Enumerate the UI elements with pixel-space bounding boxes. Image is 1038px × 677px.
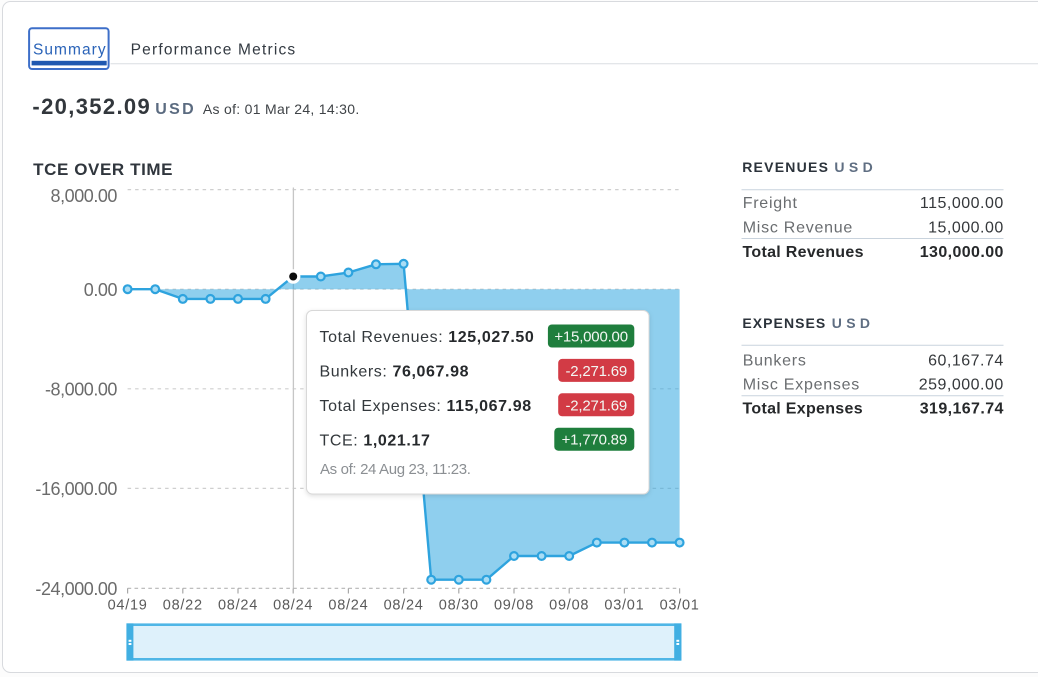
svg-text:USD: USD: [834, 159, 877, 175]
svg-text:Misc Expenses: Misc Expenses: [743, 377, 860, 394]
svg-text:Misc Revenue: Misc Revenue: [743, 219, 853, 236]
svg-text:03/01: 03/01: [660, 597, 700, 613]
svg-text:08/24: 08/24: [328, 597, 368, 613]
svg-text:+15,000.00: +15,000.00: [554, 329, 628, 346]
svg-text:-24,000.00: -24,000.00: [35, 579, 117, 599]
svg-text:8,000.00: 8,000.00: [51, 186, 118, 206]
svg-text:Summary: Summary: [33, 41, 107, 58]
svg-text:08/22: 08/22: [163, 597, 203, 613]
svg-text:As of: 24 Aug 23, 11:23.: As of: 24 Aug 23, 11:23.: [320, 461, 471, 478]
svg-text:08/30: 08/30: [439, 597, 479, 613]
svg-text:115,000.00: 115,000.00: [920, 195, 1004, 212]
svg-text:Total Expenses: 115,067.98: Total Expenses: 115,067.98: [320, 398, 532, 415]
svg-text:08/24: 08/24: [218, 597, 258, 613]
svg-text:Freight: Freight: [743, 195, 798, 212]
svg-text:03/01: 03/01: [604, 597, 644, 613]
svg-text:09/08: 09/08: [549, 597, 589, 613]
svg-text:08/24: 08/24: [273, 597, 313, 613]
svg-text:09/08: 09/08: [494, 597, 534, 613]
svg-text:Total Revenues: Total Revenues: [743, 244, 864, 261]
svg-text:-8,000.00: -8,000.00: [45, 379, 117, 399]
svg-text:TCE OVER TIME: TCE OVER TIME: [33, 160, 173, 179]
svg-text:USD: USD: [155, 101, 196, 118]
svg-text:130,000.00: 130,000.00: [920, 244, 1004, 261]
svg-text:60,167.74: 60,167.74: [928, 352, 1004, 369]
svg-text:04/19: 04/19: [108, 597, 148, 613]
svg-text:USD: USD: [832, 315, 875, 331]
svg-text:-2,271.69: -2,271.69: [565, 363, 627, 380]
svg-text:Performance Metrics: Performance Metrics: [131, 41, 297, 58]
svg-text:0.00: 0.00: [84, 280, 118, 300]
svg-text:08/24: 08/24: [384, 597, 424, 613]
svg-text:Bunkers: 76,067.98: Bunkers: 76,067.98: [320, 364, 470, 381]
svg-text:Total Expenses: Total Expenses: [743, 401, 863, 418]
svg-text:EXPENSES: EXPENSES: [742, 315, 826, 331]
svg-text:259,000.00: 259,000.00: [919, 377, 1004, 394]
svg-text:+1,770.89: +1,770.89: [562, 432, 627, 449]
svg-text:-16,000.00: -16,000.00: [35, 479, 117, 499]
svg-text:Total Revenues: 125,027.50: Total Revenues: 125,027.50: [320, 329, 535, 346]
svg-text:15,000.00: 15,000.00: [928, 219, 1004, 236]
svg-text:As of: 01 Mar 24, 14:30.: As of: 01 Mar 24, 14:30.: [203, 101, 360, 117]
svg-text:Bunkers: Bunkers: [743, 352, 807, 369]
svg-text:319,167.74: 319,167.74: [920, 401, 1004, 418]
svg-text:REVENUES: REVENUES: [742, 159, 829, 175]
svg-text:-20,352.09: -20,352.09: [32, 94, 151, 119]
svg-text:-2,271.69: -2,271.69: [565, 397, 627, 414]
svg-text:TCE: 1,021.17: TCE: 1,021.17: [320, 432, 431, 449]
